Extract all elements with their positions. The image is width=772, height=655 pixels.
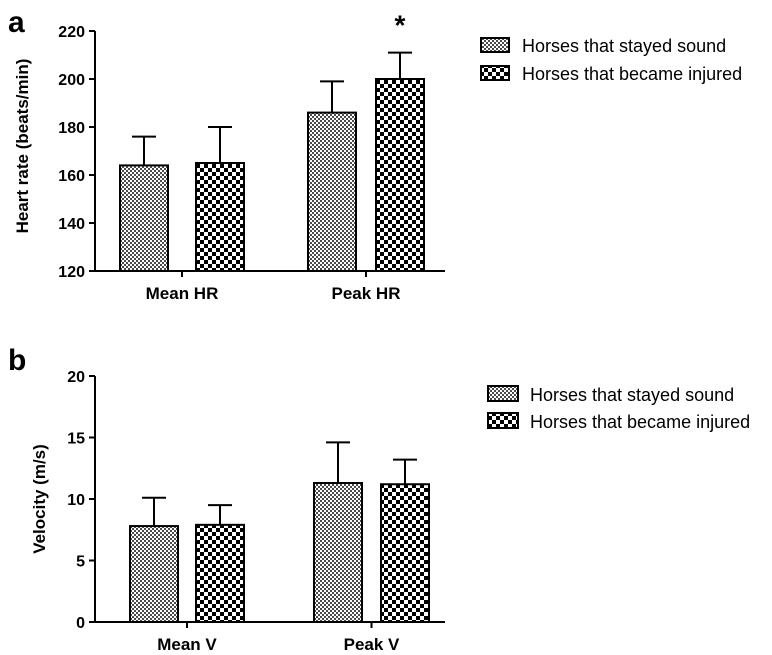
- plot-area: 120 140 160 180 200 220 Mean HR Peak HR *: [58, 10, 445, 303]
- y-tick-label: 160: [58, 168, 85, 185]
- x-tick-label: Peak HR: [332, 284, 401, 303]
- bar-mean-v-injured: [195, 523, 245, 624]
- bar-peak-hr-sound: [307, 111, 357, 272]
- panel-letter: a: [8, 6, 25, 39]
- y-tick-label: 0: [76, 615, 85, 632]
- legend-swatch-sound: [480, 37, 510, 53]
- legend-label-injured: Horses that became injured: [530, 412, 750, 432]
- legend-label-sound: Horses that stayed sound: [530, 385, 734, 405]
- plot-area: 0 5 10 15 20 Mean V Peak V: [67, 369, 445, 654]
- y-tick-label: 20: [67, 369, 85, 386]
- y-tick-label: 10: [67, 492, 85, 509]
- y-tick-label: 120: [58, 264, 85, 281]
- bar-mean-v-sound: [129, 525, 179, 623]
- x-tick-label: Peak V: [344, 635, 400, 654]
- x-tick-label: Mean V: [157, 635, 217, 654]
- legend: Horses that stayed sound Horses that bec…: [480, 36, 742, 84]
- bar-mean-hr-sound: [119, 164, 169, 272]
- y-axis-title: Velocity (m/s): [30, 444, 49, 554]
- x-tick-label: Mean HR: [146, 284, 219, 303]
- significance-marker: *: [395, 10, 406, 41]
- y-tick-label: 15: [67, 431, 85, 448]
- y-axis-title: Heart rate (beats/min): [13, 59, 32, 234]
- bar-peak-v-sound: [313, 482, 363, 624]
- y-tick-label: 200: [58, 72, 85, 89]
- legend: Horses that stayed sound Horses that bec…: [487, 385, 750, 432]
- y-tick-label: 220: [58, 24, 85, 41]
- panel-a: a Heart rate (beats/min) 120 140 160 180 200…: [8, 6, 742, 303]
- legend-swatch-injured: [480, 65, 510, 81]
- legend-swatch-injured: [487, 412, 519, 429]
- y-tick-label: 180: [58, 120, 85, 137]
- bar-mean-hr-injured: [195, 162, 245, 272]
- panel-letter: b: [8, 344, 26, 377]
- y-tick-label: 140: [58, 216, 85, 233]
- legend-swatch-sound: [487, 385, 519, 402]
- bar-peak-hr-injured: [375, 78, 425, 272]
- legend-label-sound: Horses that stayed sound: [522, 36, 726, 56]
- y-tick-label: 5: [76, 554, 85, 571]
- panel-b: b Velocity (m/s) 0 5 10 15 20 Mean V Peak V Ho…: [8, 344, 750, 654]
- bar-peak-v-injured: [380, 483, 430, 623]
- legend-label-injured: Horses that became injured: [522, 64, 742, 84]
